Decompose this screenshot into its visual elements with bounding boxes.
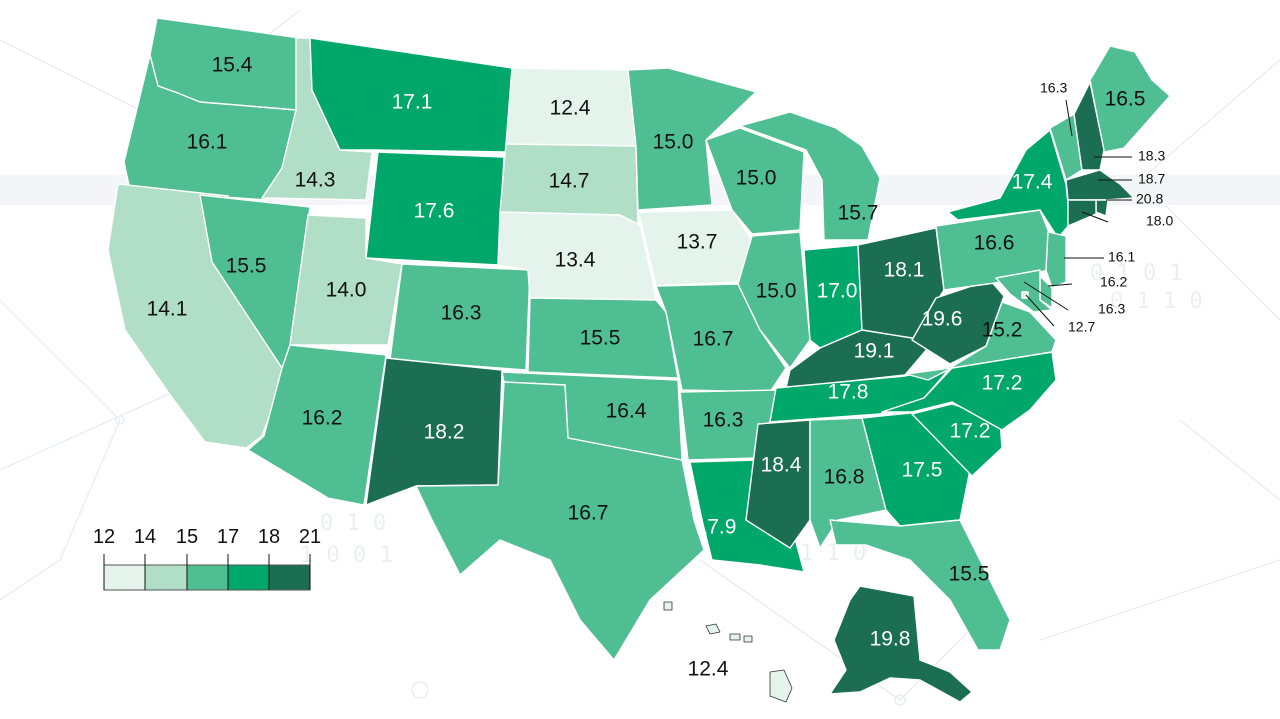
label-VA: 15.2	[982, 319, 1023, 342]
legend-tick-label: 18	[258, 526, 280, 548]
state-IL	[737, 231, 811, 369]
svg-text:1 0 0 1: 1 0 0 1	[300, 543, 393, 568]
label-VT: 16.3	[1040, 80, 1067, 96]
state-DC	[1021, 291, 1029, 299]
state-AK	[829, 585, 973, 703]
label-WA: 15.4	[212, 54, 253, 77]
label-AL: 16.8	[824, 466, 865, 489]
label-FL: 15.5	[949, 563, 990, 586]
label-MI: 15.7	[838, 202, 879, 225]
label-OK: 16.4	[606, 400, 647, 423]
label-WV: 19.6	[922, 308, 963, 331]
state-SC	[911, 403, 1003, 477]
label-AK: 19.8	[870, 628, 911, 651]
state-HI	[663, 601, 793, 703]
label-WI: 15.0	[736, 167, 777, 190]
label-PA: 16.6	[974, 232, 1015, 255]
label-ME: 16.5	[1105, 88, 1146, 111]
leader-lines	[1023, 99, 1132, 327]
legend-tick-label: 14	[134, 526, 156, 548]
label-NY: 17.4	[1012, 171, 1053, 194]
label-ND: 12.4	[550, 97, 591, 120]
state-MD	[995, 269, 1053, 313]
label-TN: 17.8	[828, 381, 869, 404]
legend: 12 14 15 17 18 21	[93, 526, 321, 591]
label-RI: 20.8	[1136, 191, 1163, 207]
label-NM: 18.2	[424, 421, 465, 444]
state-RI	[1095, 199, 1109, 217]
legend-tick-label: 21	[299, 526, 321, 548]
label-ID: 14.3	[295, 169, 336, 192]
label-KS: 15.5	[580, 327, 621, 350]
label-TX: 16.7	[568, 502, 609, 525]
state-CO	[389, 263, 531, 371]
label-CT: 18.0	[1146, 213, 1173, 229]
svg-text:0 1 0 1: 0 1 0 1	[1090, 261, 1183, 286]
label-AZ: 16.2	[302, 407, 343, 430]
label-DE: 16.2	[1100, 274, 1127, 290]
label-CO: 16.3	[441, 302, 482, 325]
state-ME	[1089, 45, 1171, 153]
legend-swatch-2	[144, 564, 188, 591]
state-labels: 15.4 16.1 14.1 14.3 15.5 17.1 17.6 14.0 …	[147, 54, 1174, 681]
state-FL	[829, 519, 1011, 651]
state-VA	[905, 301, 1057, 381]
label-LA: 17.9	[696, 516, 737, 539]
label-DC: 12.7	[1068, 319, 1095, 335]
label-MT: 17.1	[392, 91, 433, 114]
label-NH: 18.3	[1138, 148, 1165, 164]
label-NE: 13.4	[555, 249, 596, 272]
label-SC: 17.2	[950, 420, 991, 443]
state-NJ	[1045, 231, 1067, 289]
legend-swatch-4	[227, 564, 270, 591]
state-MS	[745, 419, 811, 549]
states	[107, 17, 1171, 703]
label-KY: 19.1	[854, 340, 895, 363]
label-GA: 17.5	[902, 459, 943, 482]
label-MS: 18.4	[761, 454, 802, 477]
label-HI: 12.4	[688, 658, 729, 681]
legend-swatch-1	[103, 564, 146, 591]
state-NH	[1073, 81, 1105, 171]
label-OR: 16.1	[187, 131, 228, 154]
state-NC	[881, 351, 1057, 431]
legend-swatch-3	[186, 564, 229, 591]
legend-tick-label: 12	[93, 526, 115, 548]
state-WI	[705, 127, 805, 235]
label-IA: 13.7	[677, 231, 718, 254]
label-NJ: 16.1	[1108, 249, 1135, 265]
label-NV: 15.5	[226, 255, 267, 278]
label-NC: 17.2	[982, 372, 1023, 395]
state-MN	[627, 67, 757, 211]
label-MO: 16.7	[693, 328, 734, 351]
legend-swatch-5	[268, 564, 311, 591]
legend-tick-label: 17	[217, 526, 239, 548]
legend-tick-label: 15	[176, 526, 198, 548]
label-IL: 15.0	[756, 280, 797, 303]
label-OH: 18.1	[884, 259, 925, 282]
state-CT	[1067, 199, 1097, 227]
label-MA: 18.7	[1138, 171, 1165, 187]
label-MD: 16.3	[1098, 301, 1125, 317]
state-MI	[739, 111, 881, 241]
label-SD: 14.7	[549, 170, 590, 193]
state-KS	[527, 297, 679, 379]
label-IN: 17.0	[817, 280, 858, 303]
svg-text:0 1 1 0: 0 1 1 0	[1110, 289, 1203, 314]
label-CA: 14.1	[147, 298, 188, 321]
label-AR: 16.3	[703, 409, 744, 432]
label-MN: 15.0	[653, 131, 694, 154]
state-TX	[415, 381, 705, 661]
svg-text:0 1 0: 0 1 0	[320, 511, 386, 536]
label-UT: 14.0	[326, 279, 367, 302]
label-WY: 17.6	[414, 200, 455, 223]
